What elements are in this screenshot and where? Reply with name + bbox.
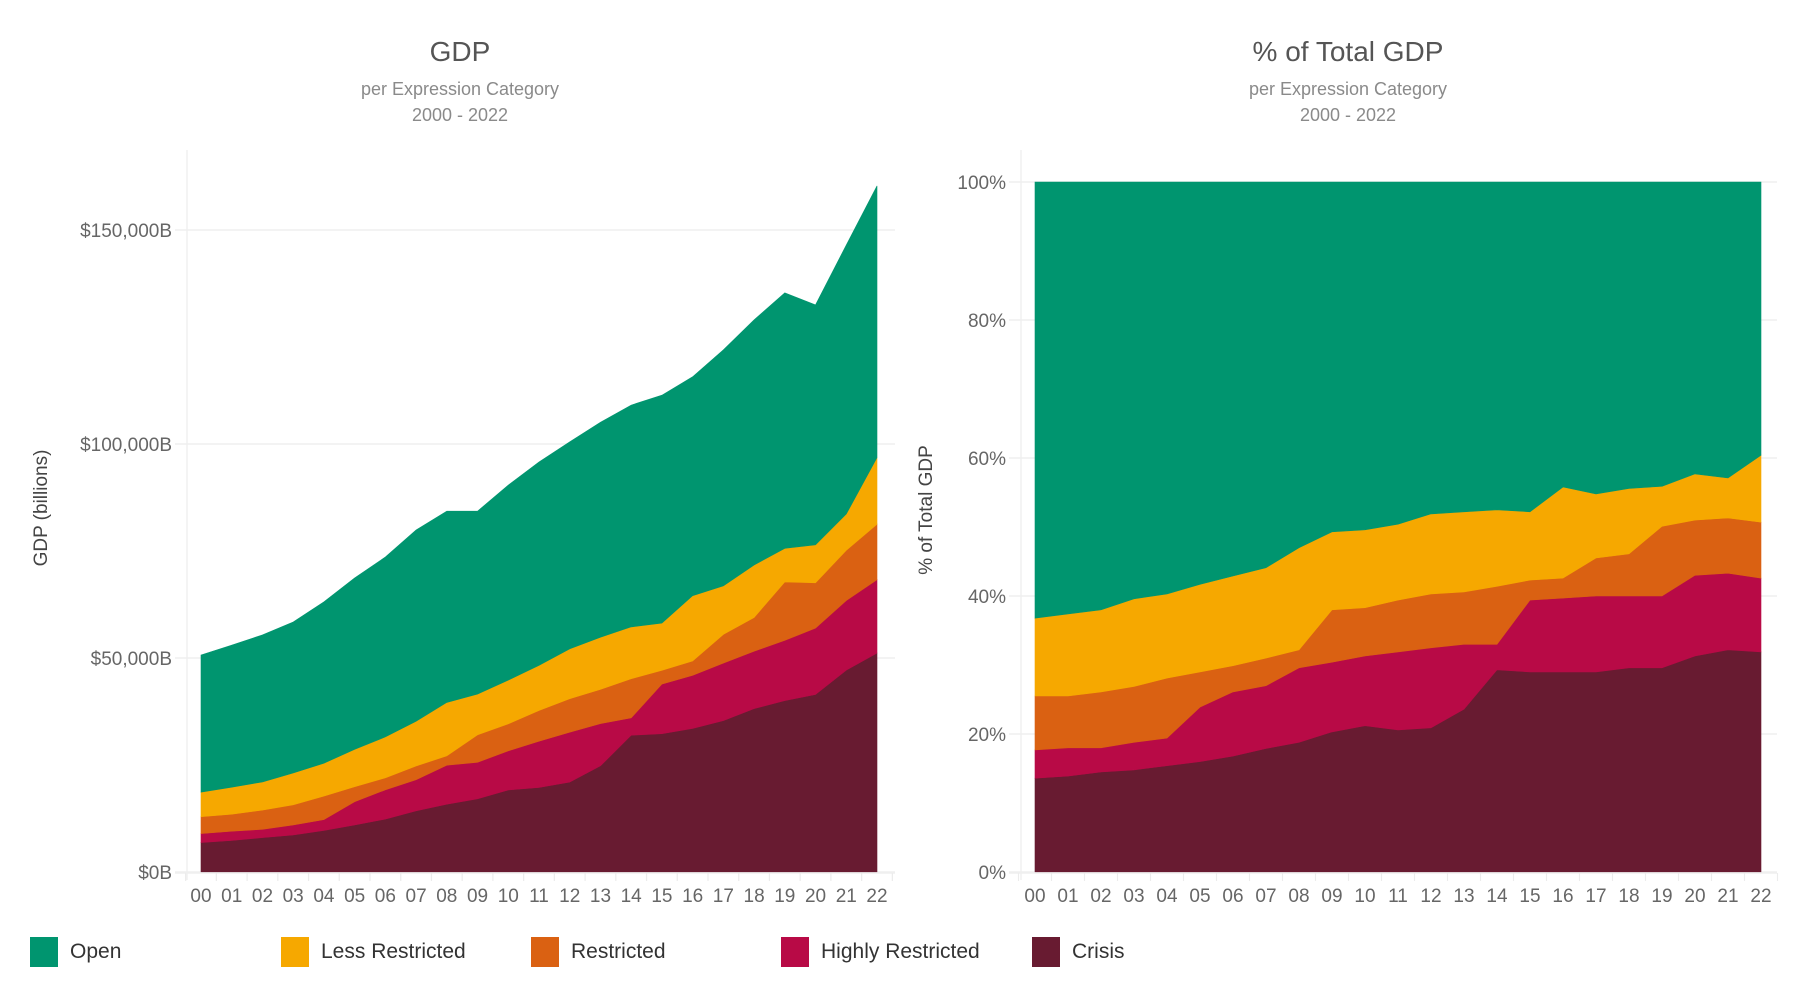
gdp-x-tick-label: 12 <box>559 886 580 907</box>
pct-x-tick-label: 08 <box>1288 886 1309 907</box>
gdp-y-tick-label: $0B <box>138 863 172 884</box>
gdp-x-tick-label: 17 <box>713 886 734 907</box>
pct-x-tick-label: 02 <box>1090 886 1111 907</box>
gdp-area-open[interactable] <box>200 185 878 793</box>
pct-x-tick-label: 22 <box>1750 886 1771 907</box>
gdp-x-tick-label: 05 <box>344 886 365 907</box>
gdp-x-tick-label: 01 <box>221 886 242 907</box>
gdp-y-tick-label: $150,000B <box>80 221 172 242</box>
gdp-x-tick-label: 15 <box>651 886 672 907</box>
pct-chart-subtitle: per Expression Category <box>1248 79 1448 99</box>
gdp-chart-title: GDP <box>429 36 491 67</box>
legend-swatch-restricted <box>531 937 559 967</box>
pct-y-axis-title: % of Total GDP <box>916 445 937 575</box>
pct-x-tick-label: 17 <box>1585 886 1606 907</box>
gdp-x-tick-label: 04 <box>313 886 335 907</box>
gdp-y-tick-label: $50,000B <box>91 649 172 670</box>
gdp-x-tick-label: 09 <box>467 886 488 907</box>
gdp-x-tick-label: 03 <box>283 886 304 907</box>
gdp-x-tick-label: 11 <box>529 886 549 907</box>
pct-y-tick-label: 40% <box>968 587 1006 608</box>
legend-item-less-restricted[interactable]: Less Restricted <box>281 936 466 968</box>
pct-y-tick-label: 60% <box>968 449 1006 470</box>
pct-y-tick-label: 100% <box>957 173 1006 194</box>
pct-x-tick-label: 16 <box>1552 886 1573 907</box>
pct-x-tick-label: 04 <box>1156 886 1178 907</box>
gdp-chart-subtitle: per Expression Category <box>360 79 560 99</box>
gdp-x-tick-label: 20 <box>805 886 826 907</box>
pct-x-tick-label: 05 <box>1189 886 1210 907</box>
legend: Open Less Restricted Restricted Highly R… <box>0 936 1300 972</box>
gdp-x-tick-label: 14 <box>621 886 643 907</box>
gdp-x-tick-label: 07 <box>406 886 427 907</box>
gdp-x-tick-label: 00 <box>190 886 211 907</box>
gdp-y-axis-title: GDP (billions) <box>31 450 52 567</box>
pct-y-tick-label: 20% <box>968 725 1006 746</box>
gdp-x-tick-label: 06 <box>375 886 396 907</box>
legend-label-less-restricted: Less Restricted <box>321 940 466 963</box>
legend-item-crisis[interactable]: Crisis <box>1032 936 1125 968</box>
gdp-x-tick-label: 22 <box>866 886 887 907</box>
legend-label-highly-restricted: Highly Restricted <box>821 940 980 963</box>
gdp-y-tick-label: $100,000B <box>80 435 172 456</box>
pct-x-tick-label: 19 <box>1651 886 1672 907</box>
legend-item-open[interactable]: Open <box>30 936 121 968</box>
pct-x-tick-label: 10 <box>1354 886 1375 907</box>
pct-x-tick-label: 21 <box>1717 886 1738 907</box>
gdp-x-tick-label: 10 <box>498 886 519 907</box>
pct-x-tick-label: 01 <box>1057 886 1078 907</box>
pct-x-tick-label: 00 <box>1024 886 1045 907</box>
gdp-x-tick-label: 02 <box>252 886 273 907</box>
gdp-x-tick-label: 21 <box>836 886 857 907</box>
pct-chart-date-range: 2000 - 2022 <box>1299 105 1397 125</box>
pct-x-tick-label: 13 <box>1453 886 1474 907</box>
gdp-x-tick-label: 08 <box>436 886 457 907</box>
pct-x-tick-label: 06 <box>1222 886 1243 907</box>
pct-x-tick-label: 11 <box>1388 886 1408 907</box>
pct-y-tick-label: 0% <box>979 863 1007 884</box>
legend-swatch-crisis <box>1032 937 1060 967</box>
gdp-x-tick-label: 13 <box>590 886 611 907</box>
legend-swatch-highly-restricted <box>781 937 809 967</box>
legend-swatch-less-restricted <box>281 937 309 967</box>
pct-x-tick-label: 18 <box>1618 886 1639 907</box>
legend-label-restricted: Restricted <box>571 940 666 963</box>
legend-swatch-open <box>30 937 58 967</box>
pct-area-open[interactable] <box>1034 181 1762 619</box>
gdp-x-tick-label: 18 <box>744 886 765 907</box>
pct-x-tick-label: 14 <box>1486 886 1508 907</box>
legend-label-crisis: Crisis <box>1072 940 1125 963</box>
pct-x-tick-label: 15 <box>1519 886 1540 907</box>
gdp-area-chart: $0B $50,000B $100,000B $150,000B 00 01 02 03 04 0… <box>31 150 895 907</box>
pct-x-tick-label: 12 <box>1420 886 1441 907</box>
legend-item-highly-restricted[interactable]: Highly Restricted <box>781 936 980 968</box>
pct-x-tick-label: 03 <box>1123 886 1144 907</box>
gdp-x-tick-label: 16 <box>682 886 703 907</box>
pct-x-tick-label: 20 <box>1684 886 1705 907</box>
legend-item-restricted[interactable]: Restricted <box>531 936 666 968</box>
pct-y-tick-label: 80% <box>968 311 1006 332</box>
pct-x-tick-label: 09 <box>1321 886 1342 907</box>
gdp-chart-date-range: 2000 - 2022 <box>411 105 509 125</box>
pct-area-chart: 0% 20% 40% 60% 80% 100% 00 01 02 03 04 05 06 07 08 09 10… <box>916 150 1779 907</box>
pct-chart-title: % of Total GDP <box>1252 36 1444 67</box>
gdp-x-tick-label: 19 <box>774 886 795 907</box>
legend-label-open: Open <box>70 940 122 963</box>
pct-x-tick-label: 07 <box>1255 886 1276 907</box>
